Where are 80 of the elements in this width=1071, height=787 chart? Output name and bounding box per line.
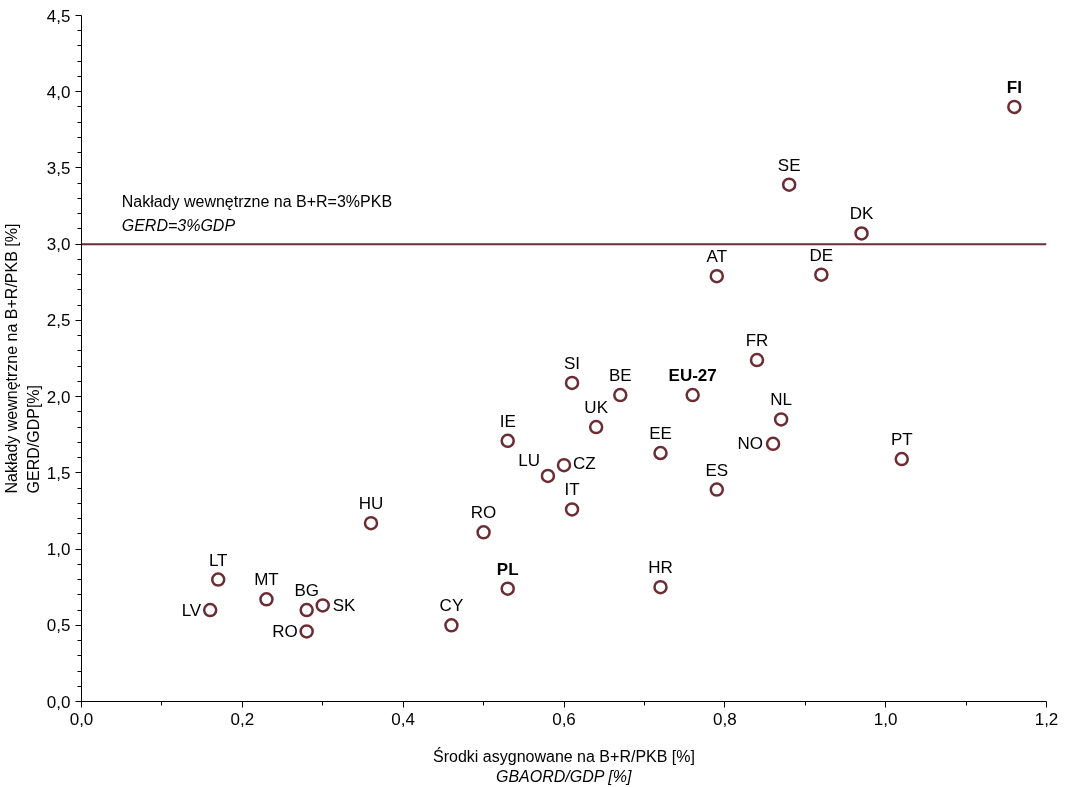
point bbox=[685, 387, 700, 403]
point bbox=[765, 436, 781, 452]
annotation: SI bbox=[564, 353, 581, 373]
point bbox=[814, 267, 829, 282]
annotation: ES bbox=[705, 460, 729, 480]
point bbox=[540, 468, 556, 484]
y-tick-label: 1,0 bbox=[46, 540, 71, 560]
point bbox=[202, 602, 218, 618]
x-tick-label: 0,2 bbox=[230, 709, 255, 729]
annotation: DK bbox=[849, 204, 875, 224]
annotation: HR bbox=[648, 558, 673, 578]
x-tick-label: 0,6 bbox=[552, 709, 576, 729]
point bbox=[500, 581, 515, 596]
point bbox=[210, 572, 226, 587]
annotation: IT bbox=[564, 480, 580, 500]
annotation: UK bbox=[584, 398, 609, 418]
annotation: NO bbox=[737, 434, 764, 454]
point bbox=[476, 525, 491, 540]
x-tick-label: 1,2 bbox=[1034, 709, 1059, 729]
annotation: IE bbox=[499, 411, 516, 431]
y-tick-label: 0,5 bbox=[46, 616, 71, 636]
annotation: FR bbox=[745, 331, 769, 351]
annotation: LV bbox=[181, 600, 202, 620]
point bbox=[781, 177, 797, 192]
annotation: CY bbox=[439, 596, 464, 616]
point bbox=[315, 598, 330, 613]
x-tick-label: 0,0 bbox=[69, 709, 94, 729]
ref-line-label: Nakłady wewnętrzne na B+R=3%PKB GERD=3%GDP bbox=[121, 193, 393, 235]
point bbox=[588, 419, 604, 435]
point bbox=[564, 375, 580, 391]
y-tick-label: 2,5 bbox=[46, 311, 71, 331]
annotation: MT bbox=[254, 570, 279, 590]
annotation: EU-27 bbox=[668, 366, 717, 386]
point bbox=[299, 602, 314, 618]
annotation: RO bbox=[470, 503, 497, 523]
point bbox=[500, 433, 515, 449]
annotation: LT bbox=[208, 550, 228, 570]
annotation: HU bbox=[358, 494, 384, 514]
annotation: SE bbox=[777, 155, 801, 175]
annotation: RO bbox=[272, 621, 298, 641]
annotation: PT bbox=[890, 430, 913, 450]
y-tick-label: 4,5 bbox=[46, 6, 71, 26]
point bbox=[259, 592, 274, 607]
point bbox=[564, 502, 580, 517]
point bbox=[709, 482, 725, 497]
annotation: BE bbox=[608, 366, 632, 386]
annotation: SK bbox=[332, 595, 357, 615]
y-tick-label: 3,5 bbox=[46, 158, 71, 178]
y-axis-title: Nakłady wewnętrzne na B+R/PKB [%] GERD/GDP[%] bbox=[3, 223, 43, 494]
annotation: NL bbox=[770, 390, 792, 410]
x-axis-title: Środki asygnowane na B+R/PKB [%] GBAORD/GDP [%] bbox=[433, 746, 695, 785]
point bbox=[613, 387, 628, 403]
y-tick-label: 1,5 bbox=[46, 463, 71, 483]
y-tick-label: 3,0 bbox=[46, 235, 71, 255]
y-tick-label: 2,0 bbox=[46, 387, 71, 407]
point bbox=[894, 451, 909, 467]
point bbox=[444, 618, 459, 633]
x-tick-label: 0,8 bbox=[713, 709, 737, 729]
point bbox=[653, 579, 668, 595]
x-tick-label: 1,0 bbox=[873, 709, 898, 729]
annotation: FI bbox=[1006, 77, 1022, 97]
annotation: DE bbox=[809, 245, 834, 265]
x-tick-label: 0,4 bbox=[391, 709, 415, 729]
annotation: PL bbox=[496, 559, 519, 579]
annotation: LU bbox=[518, 450, 540, 470]
y-tick-label: 4,0 bbox=[46, 82, 71, 102]
point bbox=[653, 445, 668, 461]
point bbox=[299, 624, 314, 639]
point bbox=[709, 268, 725, 284]
point bbox=[773, 412, 789, 427]
point bbox=[854, 226, 869, 241]
point bbox=[363, 515, 379, 531]
point bbox=[749, 352, 765, 368]
point bbox=[556, 457, 572, 473]
y-tick-label: 0,0 bbox=[46, 692, 71, 712]
annotation: AT bbox=[706, 247, 728, 267]
annotation: CZ bbox=[573, 453, 596, 473]
annotation: BG bbox=[294, 581, 319, 601]
point bbox=[1007, 99, 1022, 115]
annotation: EE bbox=[649, 424, 672, 444]
